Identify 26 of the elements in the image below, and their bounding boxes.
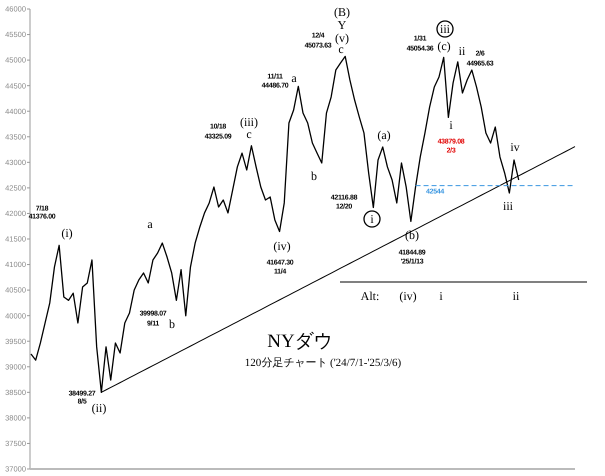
annotation: iii — [440, 22, 451, 36]
annotation: ii — [512, 289, 520, 304]
annotation: (iv) — [273, 239, 291, 254]
annotation: b — [311, 169, 317, 184]
annotation: ii — [458, 44, 466, 58]
annotation: (B) — [334, 5, 350, 20]
annotation: a — [147, 217, 154, 232]
annotation: (iv) — [399, 289, 417, 304]
annotation: (i) — [61, 226, 73, 240]
annotation: Alt: — [360, 289, 380, 304]
annotation: (c) — [437, 39, 451, 54]
text: 120分足チャート ('24/7/1-'25/3/6) — [244, 357, 402, 369]
annotation: c — [246, 127, 252, 142]
annotation: (b) — [405, 228, 419, 242]
annotation: (iii) — [240, 115, 258, 130]
annotation: (a) — [377, 128, 391, 142]
annotation: (ii) — [92, 401, 106, 416]
annotation: i — [439, 289, 444, 304]
text: NYダウ — [267, 331, 333, 352]
annotation: iv — [510, 140, 520, 154]
annotation: Y — [338, 18, 347, 32]
annotation: a — [291, 71, 298, 86]
annotation: i — [449, 118, 454, 132]
annotation: b — [169, 317, 175, 332]
annotation: iii — [502, 199, 514, 214]
annotation: i — [370, 212, 374, 226]
